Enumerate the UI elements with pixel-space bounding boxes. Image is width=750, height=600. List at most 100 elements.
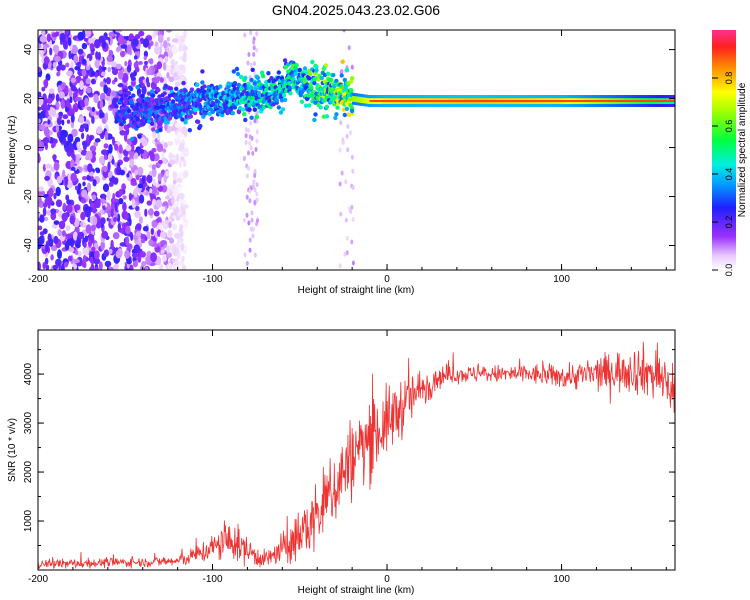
heatmap-cell xyxy=(158,159,163,165)
heatmap-cell xyxy=(72,104,77,112)
heatmap-cell xyxy=(53,220,60,226)
heatmap-cell xyxy=(131,93,136,98)
heatmap-cell xyxy=(253,168,257,174)
heatmap-cell xyxy=(129,158,135,167)
heatmap-cell xyxy=(118,197,124,205)
heatmap-cell xyxy=(245,194,249,200)
heatmap-cell xyxy=(93,141,98,147)
heatmap-cell xyxy=(134,66,140,73)
heatmap-cell xyxy=(200,80,205,85)
heatmap-cell xyxy=(70,159,75,167)
heatmap-cell xyxy=(126,108,132,114)
heatmap-cell xyxy=(145,76,150,84)
heatmap-cell xyxy=(162,61,167,71)
heatmap-cell xyxy=(114,104,119,109)
heatmap-cell xyxy=(135,85,140,90)
heatmap-cell xyxy=(106,190,111,201)
heatmap-cell xyxy=(230,111,235,116)
heatmap-cell xyxy=(65,62,70,68)
heatmap-cell xyxy=(116,166,120,173)
heatmap-cell xyxy=(51,224,58,229)
heatmap-xlabel: Height of straight line (km) xyxy=(298,285,415,296)
colorbar-label: Normalized spectral amplitude xyxy=(737,82,748,217)
y-tick-label: 1000 xyxy=(23,509,34,532)
heatmap-cell xyxy=(145,256,152,266)
heatmap-cell xyxy=(91,246,96,253)
heatmap-cell xyxy=(180,75,185,83)
heatmap-cell xyxy=(236,82,242,88)
heatmap-cell xyxy=(153,210,160,217)
heatmap-cell xyxy=(339,120,343,126)
heatmap-cell xyxy=(43,78,49,89)
heatmap-cell xyxy=(107,266,114,270)
heatmap-cell xyxy=(108,49,114,57)
heatmap-cell xyxy=(93,114,100,120)
heatmap-cell xyxy=(113,264,118,270)
heatmap-cell xyxy=(121,222,127,229)
heatmap-cell xyxy=(55,258,62,266)
heatmap-cell xyxy=(118,144,123,154)
heatmap-cell xyxy=(55,124,60,133)
heatmap-cell xyxy=(97,51,101,61)
heatmap-cell xyxy=(126,64,132,73)
heatmap-cell xyxy=(48,238,54,247)
heatmap-cell xyxy=(134,210,141,218)
heatmap-cell xyxy=(140,82,145,88)
heatmap-cell xyxy=(278,110,284,115)
heatmap-cell xyxy=(90,51,95,56)
heatmap-cell xyxy=(338,181,342,187)
heatmap-cell xyxy=(86,182,92,192)
heatmap-cell xyxy=(60,99,65,109)
heatmap-cell xyxy=(161,220,167,227)
heatmap-cell xyxy=(288,91,293,96)
heatmap-cell xyxy=(83,37,88,42)
heatmap-cell xyxy=(78,128,85,132)
heatmap-cell xyxy=(318,105,323,110)
heatmap-cell xyxy=(38,112,45,118)
heatmap-cell xyxy=(339,73,344,78)
heatmap-cell xyxy=(128,218,132,226)
heatmap-cell xyxy=(165,171,170,177)
heatmap-cell xyxy=(324,104,330,110)
heatmap-cell xyxy=(85,156,90,161)
heatmap-cell xyxy=(53,192,57,200)
heatmap-cell xyxy=(180,205,184,212)
heatmap-cell xyxy=(250,135,254,141)
heatmap-cell xyxy=(135,223,142,231)
heatmap-cell xyxy=(156,133,161,141)
heatmap-cell xyxy=(181,80,186,86)
heatmap-cell xyxy=(81,42,88,50)
x-tick-label: -100 xyxy=(203,274,223,285)
heatmap-cell xyxy=(238,74,244,80)
y-tick-label: 0 xyxy=(23,144,34,150)
heatmap-cell xyxy=(70,114,75,123)
heatmap-cell xyxy=(106,217,110,222)
heatmap-cell xyxy=(183,120,188,125)
heatmap-cell xyxy=(329,77,334,83)
heatmap-cell xyxy=(343,251,347,257)
heatmap-cell xyxy=(166,72,170,79)
heatmap-cell xyxy=(307,76,312,81)
heatmap-cell xyxy=(253,199,257,205)
heatmap-cell xyxy=(78,116,85,124)
colorbar-tick-label: 0.4 xyxy=(724,168,734,181)
heatmap-cell xyxy=(150,252,158,263)
heatmap-cell xyxy=(83,85,87,92)
heatmap-cell xyxy=(228,100,233,105)
heatmap-cell xyxy=(67,255,73,262)
heatmap-cell xyxy=(167,262,173,270)
heatmap-cell xyxy=(158,127,163,133)
heatmap-cell xyxy=(297,67,302,73)
heatmap-cell xyxy=(108,171,113,178)
heatmap-cell xyxy=(111,91,117,97)
heatmap-cell xyxy=(351,260,355,266)
y-tick-label: 2000 xyxy=(23,460,34,483)
heatmap-cell xyxy=(125,225,131,235)
snr-series-line xyxy=(38,341,675,570)
heatmap-cell xyxy=(133,152,139,160)
heatmap-cell xyxy=(243,252,247,258)
heatmap-cell xyxy=(91,115,95,124)
heatmap-cell xyxy=(93,257,101,265)
heatmap-cell xyxy=(155,199,163,208)
heatmap-cell xyxy=(144,266,149,270)
